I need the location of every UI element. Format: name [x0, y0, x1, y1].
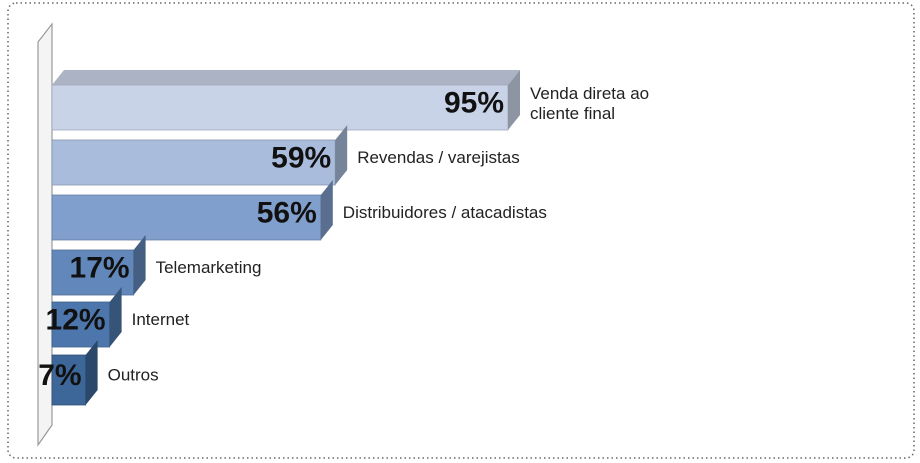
bar	[51, 249, 134, 296]
value-label: 56%	[257, 196, 317, 229]
bars: 95% Venda direta ao cliente final 59% Revend…	[38, 70, 649, 406]
category-label: Distribuidores / atacadistas	[343, 203, 547, 222]
bar-top	[52, 70, 520, 85]
bar	[51, 194, 322, 241]
category-label: Revendas / varejistas	[357, 148, 520, 167]
bar-side	[335, 125, 348, 185]
category-label: Internet	[132, 310, 190, 329]
bar	[51, 84, 509, 131]
bar	[51, 139, 336, 186]
bar	[51, 301, 110, 348]
bar-side	[85, 340, 98, 405]
bar	[51, 354, 86, 406]
value-label: 17%	[70, 251, 130, 284]
bar-side	[320, 180, 333, 240]
bar-side	[508, 70, 520, 130]
bar-side	[109, 287, 122, 347]
category-label: Venda direta ao cliente final	[530, 84, 649, 123]
bar-side	[133, 235, 146, 295]
category-label: Outros	[108, 365, 159, 384]
value-label: 12%	[46, 303, 106, 336]
wall	[37, 22, 53, 447]
frame	[7, 2, 915, 459]
value-label: 95%	[444, 86, 504, 119]
value-label: 7%	[38, 359, 81, 392]
category-label: Telemarketing	[156, 258, 262, 277]
value-label: 59%	[271, 141, 331, 174]
